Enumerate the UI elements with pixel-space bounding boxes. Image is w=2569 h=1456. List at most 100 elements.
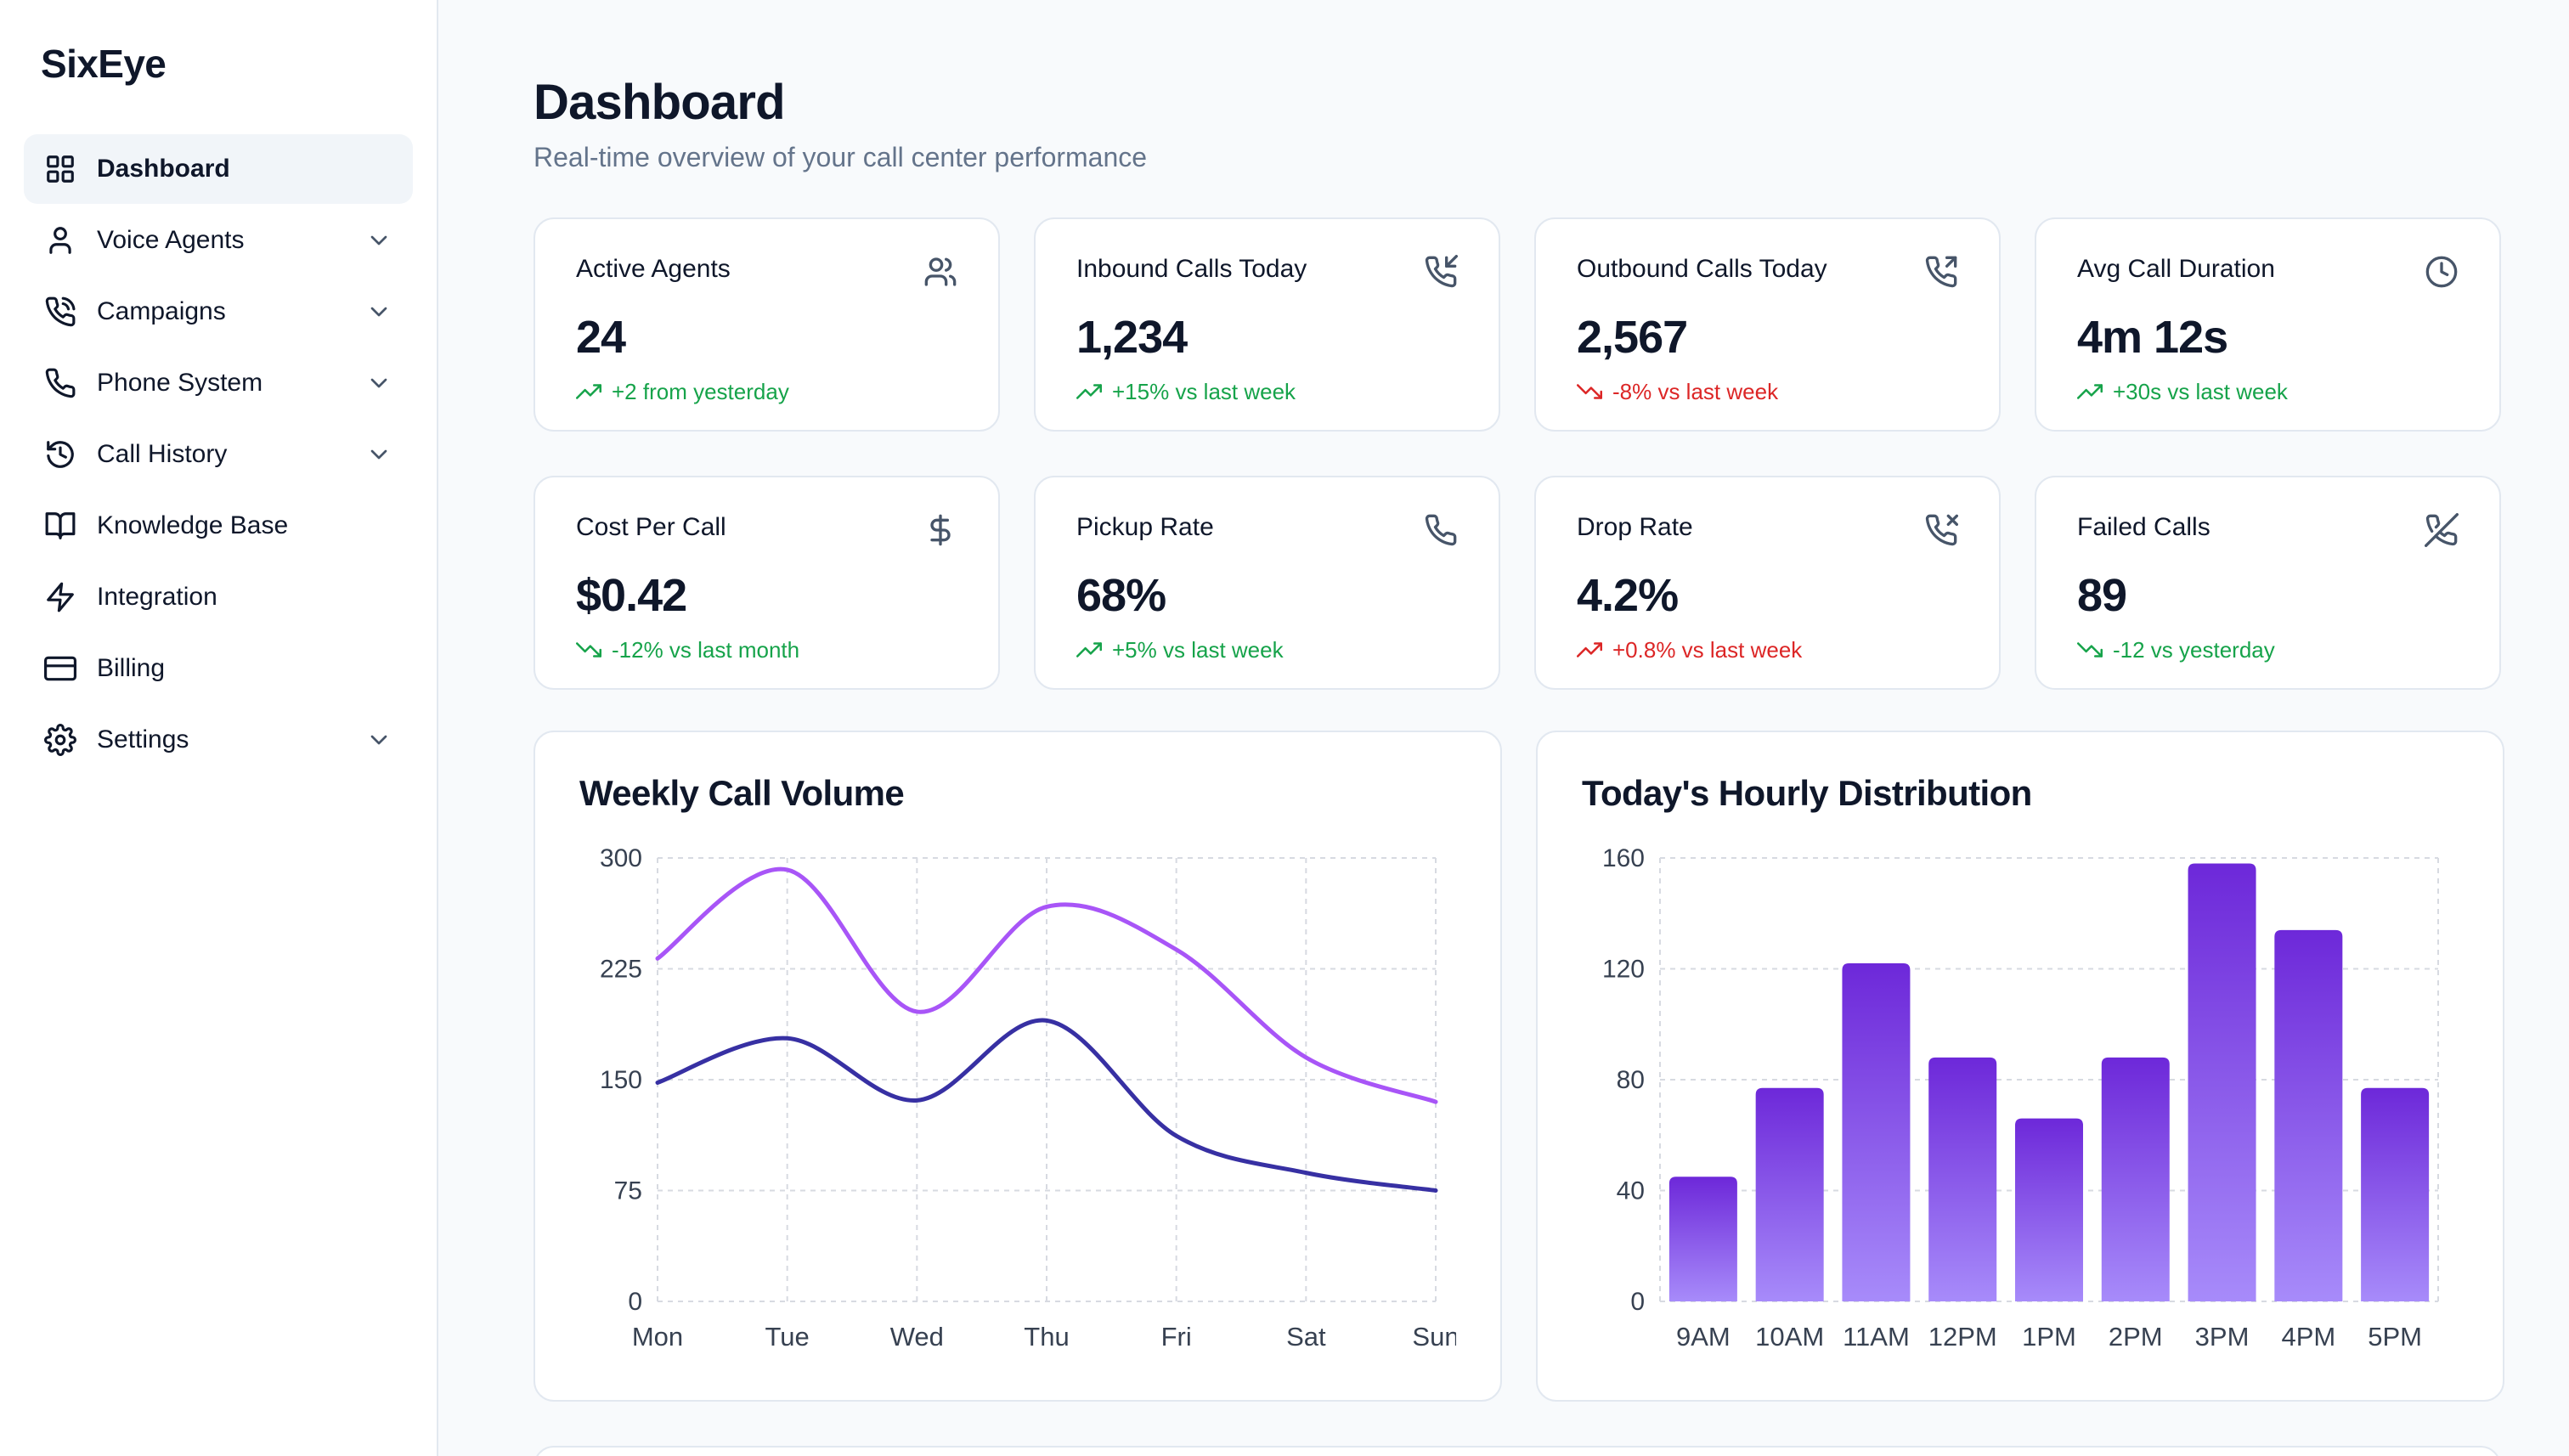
x-tick-label: 12PM [1928,1322,1997,1352]
trending-up-icon [1076,379,1102,404]
chevron-down-icon [365,298,392,325]
x-tick-label: 3PM [2195,1322,2250,1352]
stat-trend-text: -12% vs last month [612,636,800,663]
y-tick-label: 0 [1630,1288,1645,1316]
page-title: Dashboard [534,75,786,130]
stat-label: Active Agents [576,254,731,283]
phone-outgoing-icon [1924,255,1958,296]
main-content[interactable]: Dashboard Real-time overview of your cal… [438,0,2569,1456]
stat-trend-text: +15% vs last week [1112,378,1296,404]
charts-row: Weekly Call Volume 0 75 150 225 300 Mon Tue Wed… [534,730,2504,1402]
stat-value: 4.2% [1577,569,1679,621]
x-tick-label: Mon [632,1322,683,1352]
sidebar-item-settings[interactable]: Settings [24,705,413,775]
stat-label: Pickup Rate [1076,512,1214,541]
stat-card-avg-call-duration: Avg Call Duration 4m 12s +30s vs last week [2035,217,2501,432]
x-tick-label: 1PM [2022,1322,2076,1352]
bar-9am[interactable] [1668,1176,1737,1301]
x-tick-label: Sat [1286,1322,1326,1352]
y-tick-label: 160 [1602,844,1645,872]
sidebar-item-integration[interactable]: Integration [24,562,413,632]
users-icon [923,255,957,296]
trending-down-icon [1577,379,1602,404]
gear-icon [44,724,76,756]
sidebar-item-voice-agents[interactable]: Voice Agents [24,206,413,275]
bar-3pm[interactable] [2188,863,2256,1301]
sidebar-item-campaigns[interactable]: Campaigns [24,277,413,347]
weekly-call-volume-card: Weekly Call Volume 0 75 150 225 300 Mon Tue Wed… [534,730,1502,1402]
phone-icon [44,367,76,399]
stat-card-cost-per-call: Cost Per Call $0.42 -12% vs last month [534,475,1000,690]
x-tick-label: 2PM [2109,1322,2163,1352]
stat-label: Inbound Calls Today [1076,254,1307,283]
stat-value: $0.42 [576,569,687,621]
y-tick-label: 150 [600,1066,642,1094]
sidebar-item-label: Integration [97,583,217,611]
sidebar-item-call-history[interactable]: Call History [24,420,413,489]
trending-down-icon [2077,637,2103,663]
stat-trend: +0.8% vs last week [1577,637,1958,663]
stat-card-inbound-calls-today: Inbound Calls Today 1,234 +15% vs last wee… [1034,217,1500,432]
stat-trend: +15% vs last week [1076,379,1458,405]
bar-1pm[interactable] [2015,1118,2083,1301]
phone-incoming-icon [1424,254,1458,296]
below-fold-card [534,1445,2501,1456]
sidebar-item-label: Dashboard [97,155,230,183]
zap-icon [44,581,76,613]
y-tick-label: 0 [628,1288,642,1316]
book-open-icon [44,510,76,542]
calls-blue-line[interactable] [655,1018,1438,1193]
stat-trend-text: +5% vs last week [1112,636,1284,663]
bar-12pm[interactable] [1928,1057,1997,1301]
stat-trend-text: -8% vs last week [1612,378,1779,404]
phone-call-icon [44,296,76,328]
stat-trend: -8% vs last week [1577,379,1958,405]
sidebar-item-label: Campaigns [97,297,226,325]
phone-icon [1424,513,1458,554]
dollar-icon [923,513,957,554]
chevron-down-icon [365,441,392,468]
sidebar-item-label: Phone System [97,369,263,397]
x-tick-label: Wed [890,1322,944,1352]
x-tick-label: 10AM [1755,1322,1824,1352]
stat-value: 1,234 [1076,311,1188,363]
stat-trend-text: -12 vs yesterday [2113,636,2275,663]
x-tick-label: 11AM [1843,1322,1910,1352]
stat-trend-text: +0.8% vs last week [1612,636,1803,663]
hourly-distribution-card: Today's Hourly Distribution 0 40 80 120 160 9… [1536,730,2504,1402]
bar-11am[interactable] [1842,962,1911,1301]
bar-10am[interactable] [1755,1087,1824,1301]
stat-label: Failed Calls [2077,512,2210,541]
calls-purple-line[interactable] [655,866,1438,1104]
stat-label: Drop Rate [1577,512,1693,541]
stat-card-header: Active Agents [576,255,957,296]
sidebar-item-billing[interactable]: Billing [24,634,413,703]
sidebar-item-phone-system[interactable]: Phone System [24,348,413,418]
stat-trend-text: +2 from yesterday [612,378,789,404]
y-tick-label: 80 [1617,1066,1645,1094]
trending-up-icon [1577,637,1602,663]
sidebar: SixEye Dashboard Voice Agents Campaigns Pho… [0,0,438,1456]
stat-value: 24 [576,311,626,363]
bar-2pm[interactable] [2101,1057,2170,1301]
weekly-call-volume-chart[interactable]: 0 75 150 225 300 Mon Tue Wed Thu Fri Sat Sun [579,841,1456,1359]
sidebar-item-label: Settings [97,725,189,753]
sidebar-item-dashboard[interactable]: Dashboard [24,134,413,204]
stat-trend-text: +30s vs last week [2113,378,2288,404]
bar-5pm[interactable] [2361,1087,2430,1301]
y-tick-label: 75 [614,1177,642,1205]
hourly-distribution-chart[interactable]: 0 40 80 120 160 9AM 10AM 11AM 12PM 1PM 2PM 3PM 4PM 5P… [1582,841,2459,1359]
credit-card-icon [44,652,76,685]
stat-trend: -12% vs last month [576,637,957,663]
clock-icon [2425,255,2459,296]
hourly-distribution-title: Today's Hourly Distribution [1582,772,2032,813]
x-tick-label: 4PM [2281,1322,2335,1352]
stat-card-outbound-calls-today: Outbound Calls Today 2,567 -8% vs last wee… [1534,217,2001,432]
bar-4pm[interactable] [2274,929,2343,1301]
stat-card-header: Outbound Calls Today [1577,255,1958,296]
trending-up-icon [1076,637,1102,663]
stat-card-header: Avg Call Duration [2077,255,2459,296]
layout-grid-icon [44,153,76,185]
sidebar-item-knowledge-base[interactable]: Knowledge Base [24,491,413,561]
y-tick-label: 300 [600,844,642,872]
